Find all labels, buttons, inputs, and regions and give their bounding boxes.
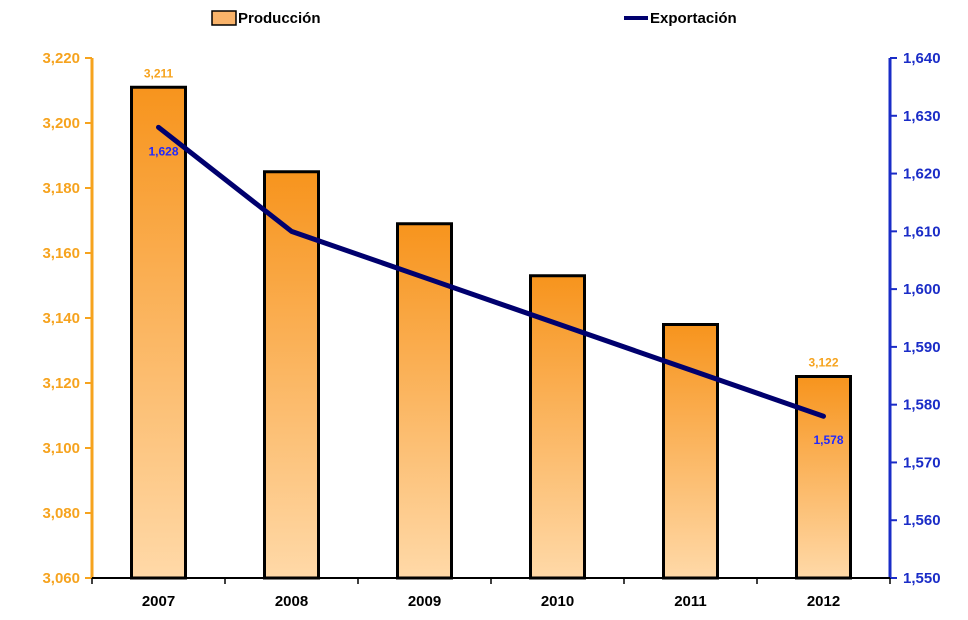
bar-2011 <box>662 323 719 580</box>
y-left-tick-label: 3,220 <box>42 50 80 67</box>
y-left-tick-label: 3,180 <box>42 180 80 197</box>
y-left-tick-label: 3,080 <box>42 505 80 522</box>
data-label-produccion: 3,211 <box>144 66 174 80</box>
line-point-2011 <box>689 368 692 372</box>
y-right-tick-label: 1,620 <box>903 166 941 183</box>
x-tick-label: 2008 <box>275 593 308 610</box>
bars <box>130 85 852 580</box>
legend-swatch-produccion <box>211 10 237 26</box>
y-right-tick-label: 1,580 <box>903 397 941 414</box>
y-right-tick-label: 1,550 <box>903 570 941 587</box>
legend: Producción Exportación <box>211 10 737 27</box>
y-right-tick-label: 1,600 <box>903 281 941 298</box>
x-tick-label: 2012 <box>807 593 840 610</box>
y-left-tick-label: 3,160 <box>42 245 80 262</box>
axes: 3,060 3,080 3,100 3,120 3,140 3,160 3,180 3,200… <box>42 50 940 610</box>
y-left-tick-label: 3,100 <box>42 440 80 457</box>
y-left-tick-label: 3,200 <box>42 115 80 132</box>
line-point-2009 <box>423 276 426 280</box>
line-point-2007 <box>157 125 160 129</box>
line-series <box>156 124 826 419</box>
x-tick-label: 2010 <box>541 593 574 610</box>
y-right-tick-label: 1,610 <box>903 223 941 240</box>
x-tick-label: 2007 <box>142 593 175 610</box>
x-tick-label: 2009 <box>408 593 441 610</box>
y-right-tick-label: 1,590 <box>903 339 941 356</box>
data-label-produccion: 3,122 <box>808 356 838 370</box>
y-left-tick-label: 3,060 <box>42 570 80 587</box>
bar-2007 <box>130 85 187 580</box>
y-right-tick-label: 1,560 <box>903 512 941 529</box>
y-right-tick-label: 1,570 <box>903 454 941 471</box>
legend-label-produccion: Producción <box>238 10 321 27</box>
bar-2012 <box>795 375 852 580</box>
y-left-tick-label: 3,140 <box>42 310 80 327</box>
line-exportacion <box>156 124 826 419</box>
bar-2010 <box>529 274 586 580</box>
line-point-2012 <box>822 414 825 418</box>
data-label-exportacion: 1,628 <box>149 144 179 158</box>
line-point-2008 <box>290 229 293 233</box>
y-left-tick-label: 3,120 <box>42 375 80 392</box>
y-right-tick-label: 1,640 <box>903 50 941 67</box>
data-labels: 3,211 3,122 1,628 1,578 <box>144 66 844 447</box>
x-tick-label: 2011 <box>674 593 707 610</box>
legend-label-exportacion: Exportación <box>650 10 737 27</box>
data-label-exportacion: 1,578 <box>814 433 844 447</box>
y-right-tick-label: 1,630 <box>903 108 941 125</box>
line-point-2010 <box>556 322 559 326</box>
